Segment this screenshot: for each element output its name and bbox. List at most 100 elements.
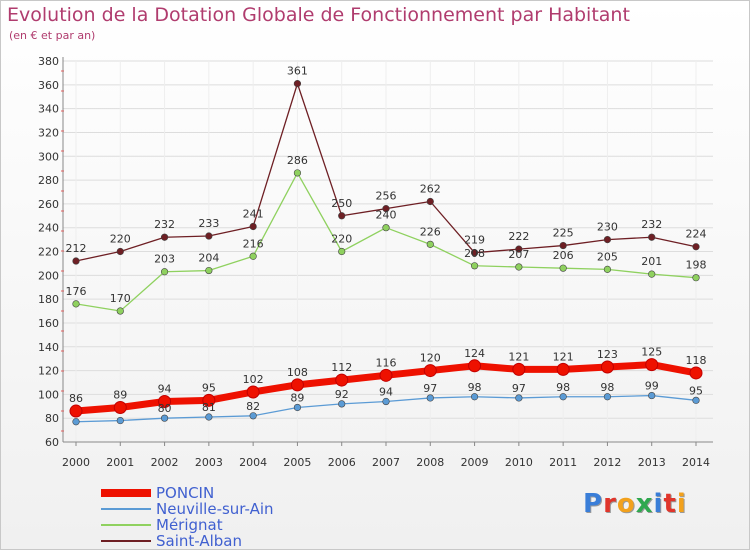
data-label: 250	[331, 197, 352, 210]
data-point	[113, 400, 127, 414]
data-label: 102	[243, 373, 264, 386]
data-point	[249, 252, 257, 260]
data-label: 108	[287, 366, 308, 379]
data-label: 97	[512, 382, 526, 395]
data-label: 124	[464, 347, 485, 360]
data-label: 123	[597, 348, 618, 361]
data-label: 118	[686, 354, 707, 367]
data-point	[559, 241, 567, 250]
data-label: 219	[464, 234, 485, 247]
y-tick-label: 220	[38, 246, 59, 259]
data-label: 361	[287, 65, 308, 78]
data-label: 170	[110, 292, 131, 305]
x-tick-label: 2012	[593, 456, 621, 469]
data-point	[648, 233, 656, 241]
data-point	[249, 412, 257, 420]
data-label: 198	[686, 259, 707, 272]
data-point	[470, 393, 479, 401]
x-tick-label: 2000	[62, 456, 90, 469]
data-label: 220	[331, 233, 352, 246]
data-point	[382, 397, 390, 406]
x-tick-label: 2002	[151, 456, 179, 469]
data-point	[205, 413, 213, 421]
data-label: 220	[110, 233, 131, 246]
data-label: 240	[376, 209, 397, 222]
y-tick-label: 360	[38, 79, 59, 92]
data-label: 89	[113, 388, 127, 401]
data-point	[158, 395, 172, 409]
data-label: 120	[420, 352, 441, 365]
data-point	[512, 362, 526, 376]
data-point	[116, 416, 124, 425]
data-point	[246, 385, 260, 399]
data-point	[468, 359, 482, 373]
y-tick-label: 60	[45, 436, 59, 449]
data-label: 112	[331, 361, 352, 374]
data-point	[72, 300, 80, 308]
data-point	[202, 393, 216, 407]
data-point	[72, 257, 80, 265]
data-label: 216	[243, 237, 264, 250]
x-tick-label: 2005	[283, 456, 311, 469]
data-label: 121	[553, 350, 574, 363]
data-point	[116, 247, 124, 256]
chart-title: Evolution de la Dotation Globale de Fonc…	[7, 4, 630, 26]
proxiti-logo: Proxiti	[583, 489, 687, 519]
data-label: 97	[423, 382, 437, 395]
legend-swatch	[101, 540, 151, 542]
data-point	[382, 224, 390, 232]
data-label: 286	[287, 154, 308, 167]
data-label: 81	[202, 401, 216, 414]
data-label: 86	[69, 392, 83, 405]
x-tick-label: 2007	[372, 456, 400, 469]
data-label: 125	[641, 346, 662, 359]
data-label: 212	[66, 242, 87, 255]
data-label: 232	[154, 218, 175, 231]
data-point	[559, 264, 567, 272]
data-point	[515, 245, 523, 253]
data-label: 94	[158, 383, 172, 396]
data-point	[160, 268, 169, 276]
data-label: 232	[641, 218, 662, 231]
data-label: 224	[686, 228, 707, 241]
data-point	[559, 393, 567, 401]
y-tick-label: 140	[38, 341, 59, 354]
data-label: 121	[508, 350, 529, 363]
data-point	[692, 243, 700, 251]
data-label: 80	[158, 402, 172, 415]
y-tick-label: 200	[38, 269, 59, 282]
y-tick-label: 180	[38, 293, 59, 306]
data-label: 204	[198, 252, 219, 265]
data-point	[603, 265, 612, 273]
data-label: 205	[597, 250, 618, 263]
data-point	[603, 235, 612, 244]
data-label: 203	[154, 253, 175, 266]
y-tick-label: 100	[38, 388, 59, 401]
data-point	[689, 366, 703, 380]
data-label: 92	[335, 388, 349, 401]
data-point	[692, 274, 700, 282]
data-point	[645, 358, 659, 372]
data-label: 201	[641, 255, 662, 268]
data-label: 98	[600, 381, 614, 394]
data-point	[692, 396, 700, 404]
data-point	[160, 414, 169, 422]
data-point	[338, 212, 346, 220]
data-label: 89	[290, 391, 304, 404]
data-point	[116, 307, 124, 315]
data-label: 99	[645, 380, 659, 393]
data-label: 176	[66, 285, 87, 298]
data-point	[648, 391, 656, 400]
data-point	[470, 262, 479, 270]
data-label: 95	[689, 384, 703, 397]
data-point	[515, 394, 523, 402]
x-tick-label: 2001	[106, 456, 134, 469]
data-point	[556, 362, 570, 376]
data-point	[603, 393, 612, 401]
legend-swatch	[101, 524, 151, 526]
x-tick-label: 2011	[549, 456, 577, 469]
data-point	[205, 266, 213, 275]
data-point	[293, 80, 302, 88]
